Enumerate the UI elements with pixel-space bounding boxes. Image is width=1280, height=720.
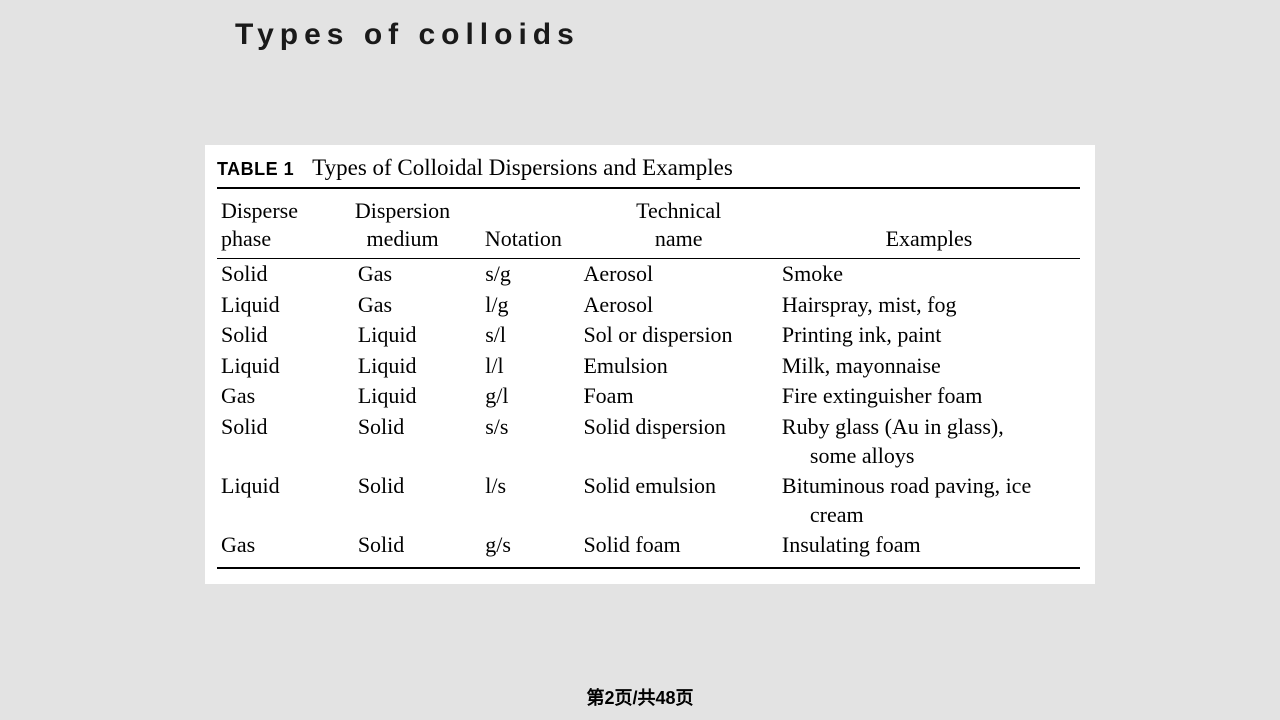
table-caption: TABLE 1 Types of Colloidal Dispersions a…	[217, 155, 1080, 181]
table-header-row: Disperse phase Dispersion medium Notatio…	[217, 189, 1080, 258]
cell-examples-cont: cream	[782, 501, 1076, 530]
cell-notation: s/g	[467, 259, 579, 290]
table-row: LiquidGasl/gAerosolHairspray, mist, fog	[217, 290, 1080, 321]
colloid-table: Disperse phase Dispersion medium Notatio…	[217, 189, 1080, 258]
cell-technical: Aerosol	[579, 290, 777, 321]
cell-phase: Liquid	[217, 290, 338, 321]
cell-medium: Liquid	[338, 320, 467, 351]
cell-phase: Gas	[217, 381, 338, 412]
cell-technical: Solid dispersion	[579, 412, 777, 471]
cell-phase: Solid	[217, 259, 338, 290]
cell-technical: Aerosol	[579, 259, 777, 290]
header-disperse-phase: Disperse phase	[217, 189, 338, 258]
cell-technical: Emulsion	[579, 351, 777, 382]
cell-examples-cont: some alloys	[782, 442, 1076, 471]
header-examples: Examples	[778, 189, 1080, 258]
table-caption-text: Types of Colloidal Dispersions and Examp…	[312, 155, 733, 181]
cell-examples: Smoke	[778, 259, 1080, 290]
cell-phase: Liquid	[217, 351, 338, 382]
table-row: GasLiquidg/lFoamFire extinguisher foam	[217, 381, 1080, 412]
cell-technical: Foam	[579, 381, 777, 412]
cell-examples: Printing ink, paint	[778, 320, 1080, 351]
cell-medium: Gas	[338, 290, 467, 321]
table-rule-bottom	[217, 567, 1080, 569]
slide-title: Types of colloids	[235, 18, 580, 52]
cell-medium: Solid	[338, 530, 467, 561]
table-row: LiquidLiquidl/lEmulsionMilk, mayonnaise	[217, 351, 1080, 382]
cell-notation: l/l	[467, 351, 579, 382]
cell-notation: s/s	[467, 412, 579, 471]
header-technical-name: Technical name	[579, 189, 777, 258]
cell-notation: s/l	[467, 320, 579, 351]
table-row: GasSolidg/sSolid foamInsulating foam	[217, 530, 1080, 561]
cell-notation: g/s	[467, 530, 579, 561]
cell-medium: Liquid	[338, 381, 467, 412]
table-row: SolidSolids/sSolid dispersionRuby glass …	[217, 412, 1080, 471]
cell-medium: Liquid	[338, 351, 467, 382]
cell-phase: Gas	[217, 530, 338, 561]
cell-phase: Solid	[217, 412, 338, 471]
cell-technical: Sol or dispersion	[579, 320, 777, 351]
header-dispersion-medium: Dispersion medium	[338, 189, 467, 258]
cell-medium: Solid	[338, 471, 467, 530]
cell-phase: Liquid	[217, 471, 338, 530]
cell-notation: g/l	[467, 381, 579, 412]
cell-examples: Ruby glass (Au in glass),some alloys	[778, 412, 1080, 471]
table-label: TABLE 1	[217, 159, 294, 180]
header-notation: Notation	[467, 189, 579, 258]
cell-examples: Insulating foam	[778, 530, 1080, 561]
cell-examples: Hairspray, mist, fog	[778, 290, 1080, 321]
page-indicator: 第2页/共48页	[586, 684, 693, 710]
cell-notation: l/g	[467, 290, 579, 321]
cell-medium: Solid	[338, 412, 467, 471]
table-container: TABLE 1 Types of Colloidal Dispersions a…	[205, 145, 1095, 584]
cell-technical: Solid foam	[579, 530, 777, 561]
cell-notation: l/s	[467, 471, 579, 530]
cell-medium: Gas	[338, 259, 467, 290]
table-row: SolidLiquids/lSol or dispersionPrinting …	[217, 320, 1080, 351]
cell-examples: Bituminous road paving, icecream	[778, 471, 1080, 530]
cell-examples: Milk, mayonnaise	[778, 351, 1080, 382]
cell-examples: Fire extinguisher foam	[778, 381, 1080, 412]
table-row: SolidGass/gAerosolSmoke	[217, 259, 1080, 290]
cell-technical: Solid emulsion	[579, 471, 777, 530]
colloid-table-body: SolidGass/gAerosolSmokeLiquidGasl/gAeros…	[217, 259, 1080, 561]
cell-phase: Solid	[217, 320, 338, 351]
table-row: LiquidSolidl/sSolid emulsionBituminous r…	[217, 471, 1080, 530]
